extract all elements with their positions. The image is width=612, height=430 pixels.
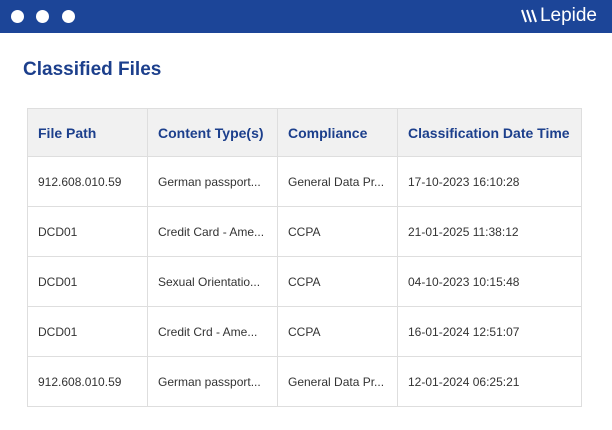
table-row[interactable]: 912.608.010.59 German passport... General … — [27, 356, 582, 407]
column-header-classification-date-time[interactable]: Classification Date Time — [397, 108, 582, 157]
table-row[interactable]: DCD01 Sexual Orientatio... CCPA 04-10-2023 … — [27, 256, 582, 307]
content-type-cell: Sexual Orientatio... — [147, 256, 278, 307]
table-row[interactable]: 912.608.010.59 German passport... General … — [27, 156, 582, 207]
file-path-cell: DCD01 — [27, 256, 148, 307]
table-header-row: File Path Content Type(s) Compliance Cla… — [27, 108, 582, 157]
content-type-cell: Credit Card - Ame... — [147, 206, 278, 257]
window-dot-close[interactable] — [11, 10, 24, 23]
content-type-cell: Credit Crd - Ame... — [147, 306, 278, 357]
file-path-cell: DCD01 — [27, 306, 148, 357]
lepide-logo-icon — [520, 9, 537, 23]
classification-date-cell: 12-01-2024 06:25:21 — [397, 356, 582, 407]
window-dot-minimize[interactable] — [36, 10, 49, 23]
content-type-cell: German passport... — [147, 356, 278, 407]
content-type-cell: German passport... — [147, 156, 278, 207]
file-path-cell: DCD01 — [27, 206, 148, 257]
compliance-cell: General Data Pr... — [277, 156, 398, 207]
classification-date-cell: 04-10-2023 10:15:48 — [397, 256, 582, 307]
compliance-cell: CCPA — [277, 256, 398, 307]
table-row[interactable]: DCD01 Credit Card - Ame... CCPA 21-01-2025 … — [27, 206, 582, 257]
file-path-cell: 912.608.010.59 — [27, 356, 148, 407]
column-header-compliance[interactable]: Compliance — [277, 108, 398, 157]
compliance-cell: CCPA — [277, 306, 398, 357]
file-path-cell: 912.608.010.59 — [27, 156, 148, 207]
classified-files-table: File Path Content Type(s) Compliance Cla… — [27, 108, 582, 407]
classification-date-cell: 21-01-2025 11:38:12 — [397, 206, 582, 257]
brand-name: Lepide — [539, 5, 597, 26]
compliance-cell: General Data Pr... — [277, 356, 398, 407]
window-dot-maximize[interactable] — [62, 10, 75, 23]
compliance-cell: CCPA — [277, 206, 398, 257]
table-row[interactable]: DCD01 Credit Crd - Ame... CCPA 16-01-2024 1… — [27, 306, 582, 357]
page-title: Classified Files — [23, 59, 162, 80]
column-header-content-types[interactable]: Content Type(s) — [147, 108, 278, 157]
classification-date-cell: 16-01-2024 12:51:07 — [397, 306, 582, 357]
classification-date-cell: 17-10-2023 16:10:28 — [397, 156, 582, 207]
lepide-logo: Lepide — [520, 5, 597, 27]
column-header-file-path[interactable]: File Path — [27, 108, 148, 157]
title-bar: Lepide — [0, 0, 612, 33]
